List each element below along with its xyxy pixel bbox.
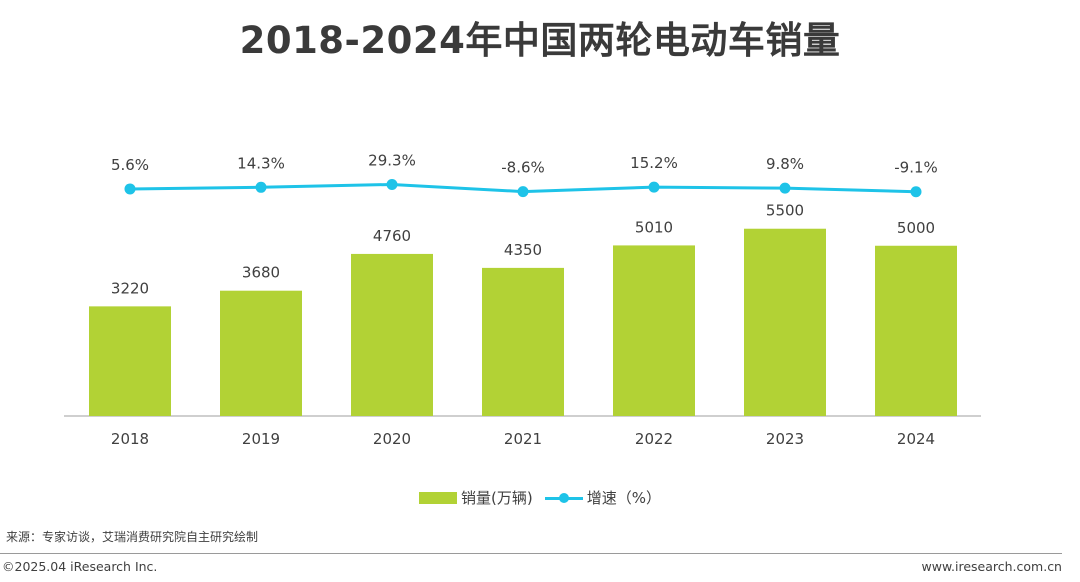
legend-item-bar-series: 销量(万辆) [419,487,533,508]
growth-point-2019 [255,181,267,193]
source-note: 来源：专家访谈，艾瑞消费研究院自主研究绘制 [6,530,259,544]
x-tick-label-2018: 2018 [111,430,149,448]
bar-2018 [89,306,171,416]
growth-point-2020 [386,178,398,190]
growth-point-2021 [517,186,529,198]
legend-bar-swatch [419,491,457,504]
copyright-text: ©2025.04 iResearch Inc. [2,559,158,574]
growth-point-2018 [124,183,136,195]
bar-value-label-2020: 4760 [373,227,411,245]
bar-2019 [220,290,302,416]
x-tick-label-2021: 2021 [504,430,542,448]
chart-legend: 销量(万辆) 增速（%） [0,487,1080,508]
bar-2022 [613,245,695,416]
bar-2020 [351,253,433,416]
x-tick-label-2020: 2020 [373,430,411,448]
website-link[interactable]: www.iresearch.com.cn [921,559,1063,574]
legend-bar-label: 销量(万辆) [461,489,533,507]
x-tick-label-2024: 2024 [897,430,935,448]
x-tick-label-2023: 2023 [766,430,804,448]
growth-value-label-2018: 5.6% [111,156,149,174]
bar-value-label-2022: 5010 [635,218,673,236]
growth-value-label-2021: -8.6% [501,159,545,177]
bar-value-label-2024: 5000 [897,219,935,237]
growth-value-label-2023: 9.8% [766,155,804,173]
footer-divider [0,553,1062,554]
x-tick-label-2019: 2019 [242,430,280,448]
bar-2023 [744,228,826,416]
bar-value-label-2018: 3220 [111,279,149,297]
bar-value-label-2023: 5500 [766,202,804,220]
bar-2021 [482,267,564,416]
bar-2024 [875,245,957,416]
bar-value-label-2019: 3680 [242,264,280,282]
growth-value-label-2020: 29.3% [368,151,416,169]
growth-value-label-2022: 15.2% [630,154,678,172]
chart-canvas: 3220 2018 3680 2019 4760 2020 4350 2021 5010 2022… [64,151,981,448]
growth-point-2022 [648,181,660,193]
x-tick-label-2022: 2022 [635,430,673,448]
legend-line-label: 增速（%） [586,489,661,507]
legend-item-line-series: 增速（%） [544,487,661,508]
growth-point-2023 [779,182,791,194]
bar-value-label-2021: 4350 [504,241,542,259]
growth-point-2024 [910,186,922,198]
legend-line-swatch [544,492,583,504]
growth-value-label-2019: 14.3% [237,154,285,172]
chart-title: 2018-2024年中国两轮电动车销量 [239,19,841,62]
growth-value-label-2024: -9.1% [894,159,938,177]
